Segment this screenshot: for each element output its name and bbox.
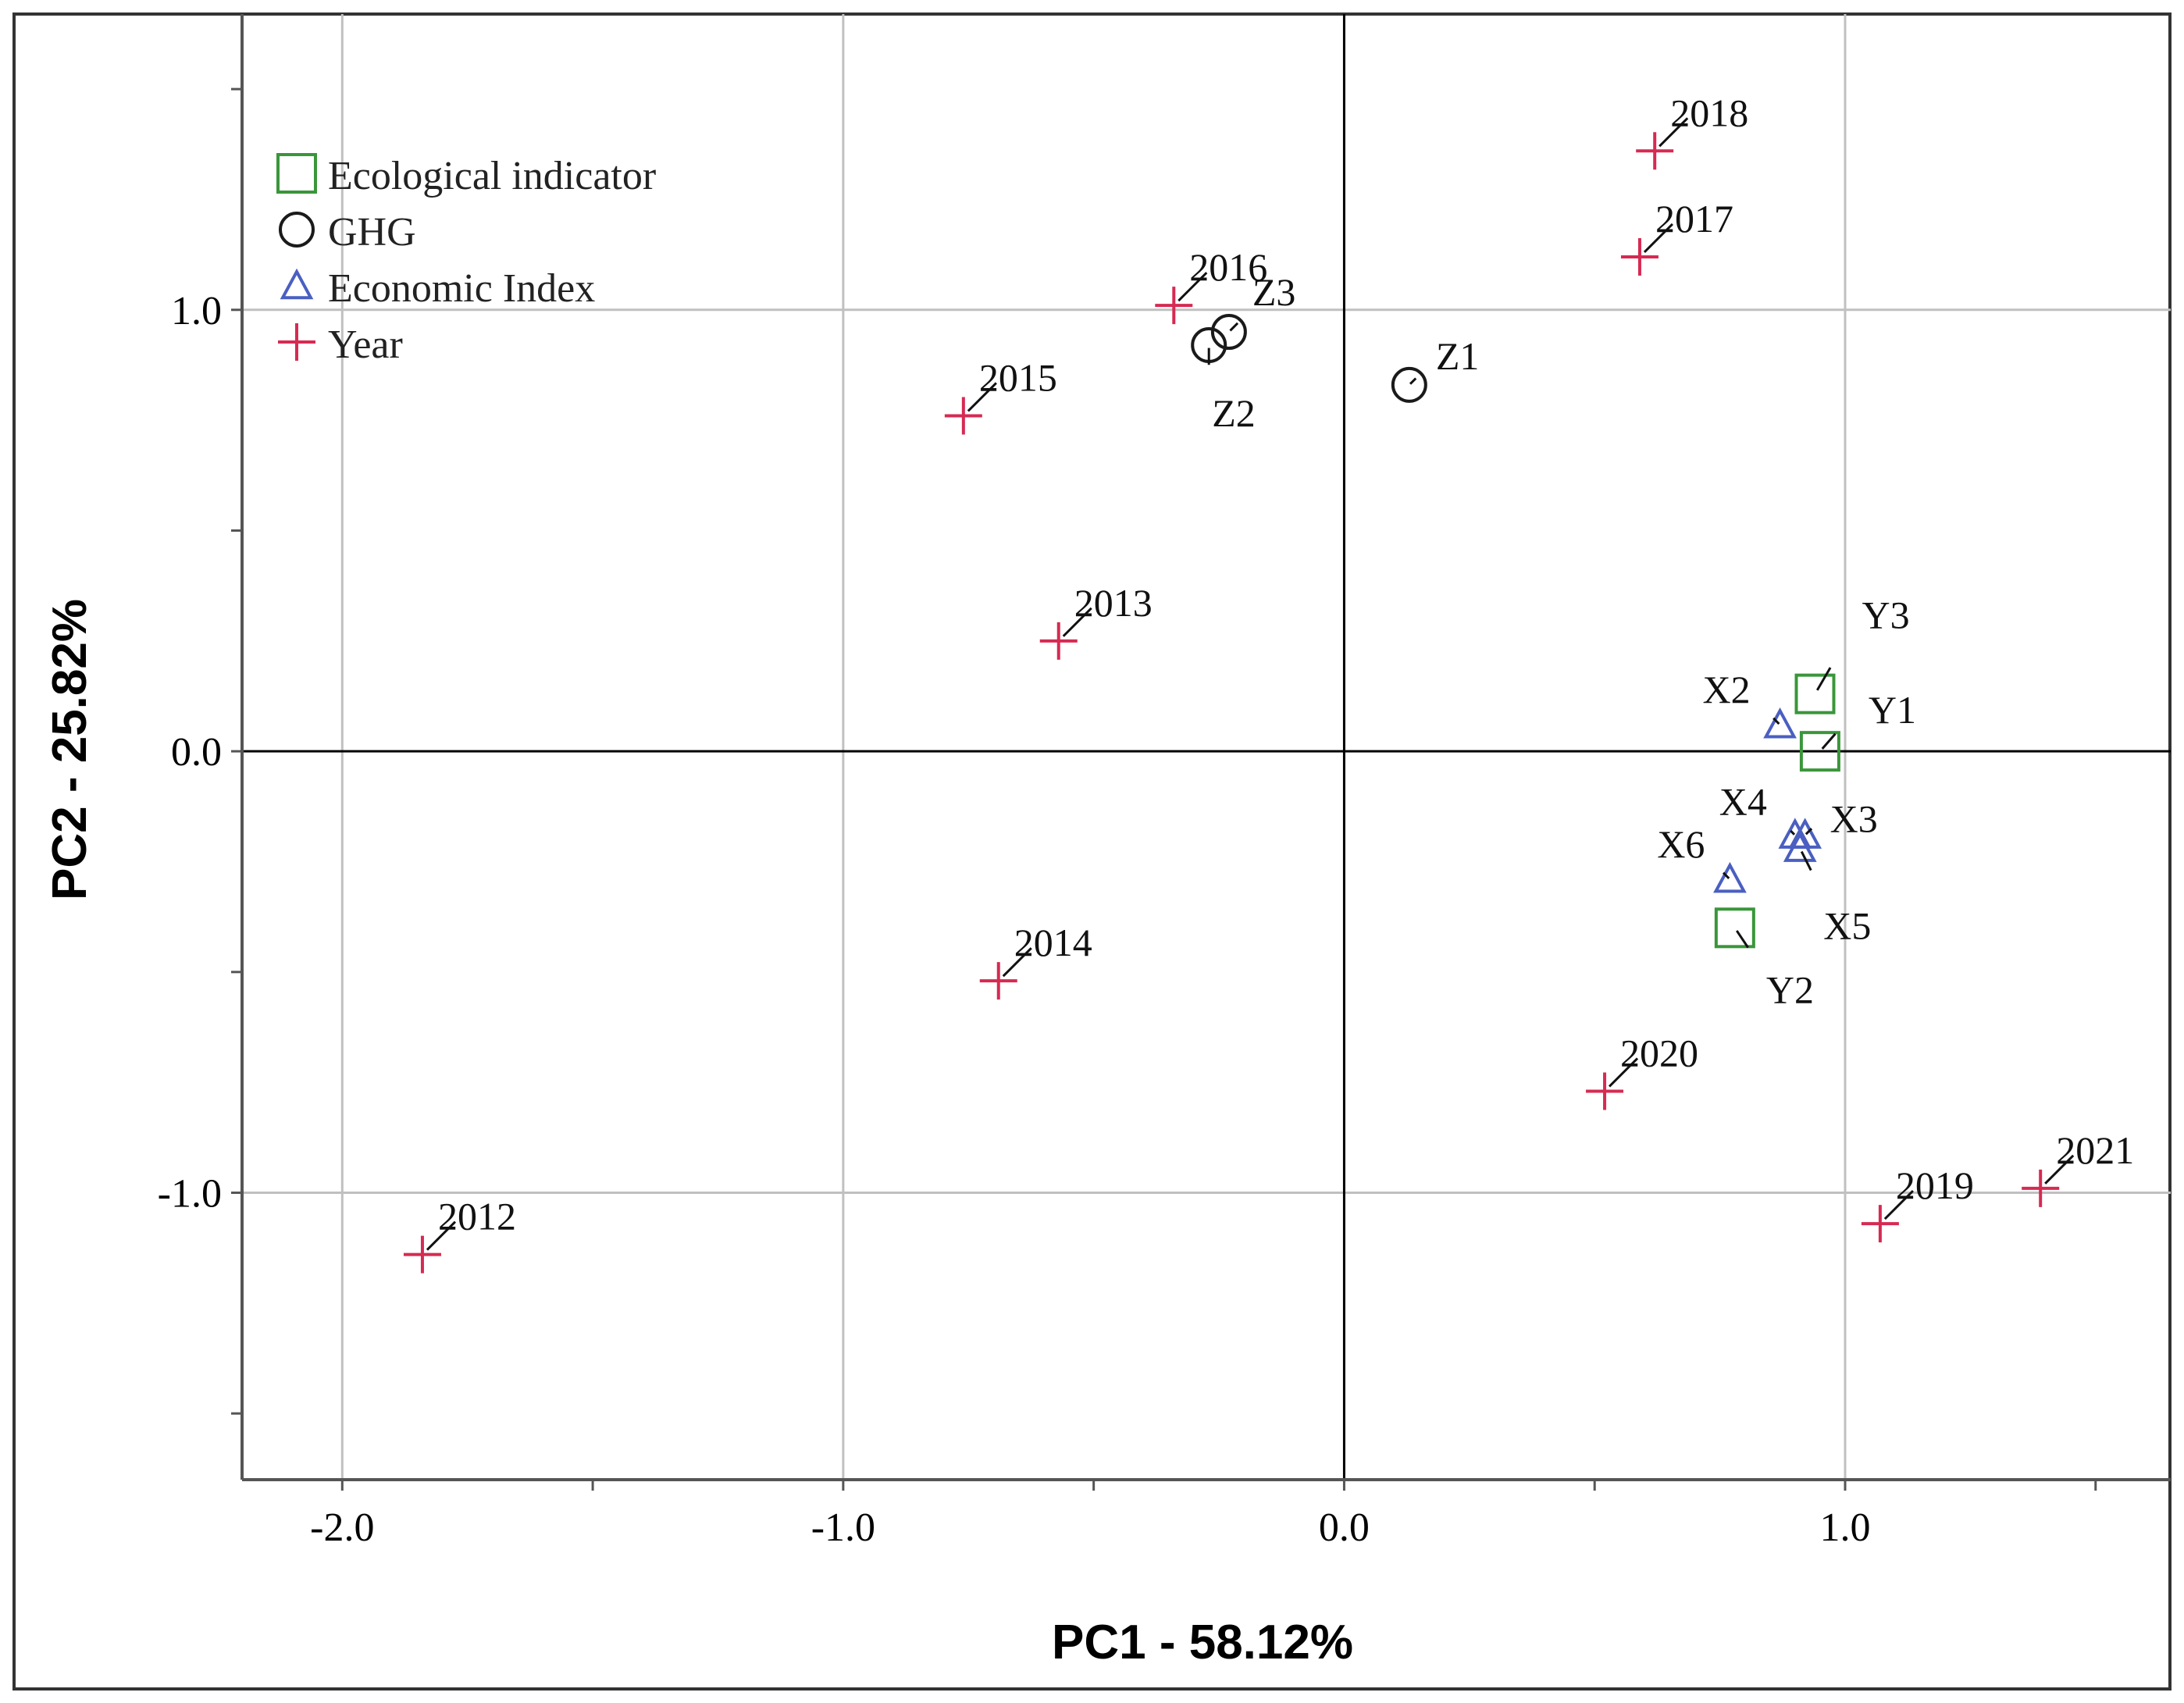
point-label: X6: [1657, 822, 1705, 866]
leader-line: [1658, 117, 1689, 148]
point-2013: [1039, 622, 1078, 660]
point-label: 2012: [438, 1195, 516, 1238]
x-tick-label: 1.0: [1819, 1505, 1870, 1550]
leader-line: [1062, 607, 1092, 637]
leader-line: [2044, 1154, 2075, 1185]
legend-marker-circle: [279, 212, 315, 248]
series-economic-index: X2 X4 X3 X5 X6: [1657, 668, 1877, 947]
grid-layer: [242, 14, 2171, 1480]
legend-label: Economic Index: [328, 266, 595, 311]
x-tick-label: -1.0: [811, 1505, 875, 1550]
y-tick-label: -1.0: [158, 1172, 222, 1217]
point-label: 2019: [1896, 1163, 1974, 1207]
leader-line: [1821, 732, 1837, 750]
legend-marker-plus: [278, 323, 315, 361]
point-label: Z1: [1436, 334, 1480, 378]
point-label: 2018: [1670, 91, 1748, 134]
point-z3: [1210, 314, 1247, 351]
point-2012: [403, 1235, 441, 1274]
x-axis-title: PC1 - 58.12%: [1052, 1616, 1353, 1669]
point-label: 2016: [1189, 245, 1267, 289]
point-label: Z2: [1212, 391, 1256, 435]
point-y3: [1794, 673, 1836, 714]
point-label: X4: [1719, 780, 1767, 824]
point-2019: [1861, 1205, 1899, 1243]
outer-frame: [12, 12, 2172, 1691]
point-2015: [944, 397, 982, 435]
point-label: 2021: [2056, 1128, 2134, 1172]
point-label: 2015: [979, 355, 1057, 399]
point-label: 2013: [1074, 581, 1153, 625]
point-2018: [1636, 132, 1674, 170]
point-x5: [1783, 831, 1817, 862]
leader-line: [1178, 272, 1208, 302]
point-2016: [1155, 287, 1193, 325]
leader-line: [1002, 947, 1032, 978]
leader-line: [1229, 322, 1239, 332]
x-tick-label: 0.0: [1319, 1505, 1370, 1550]
point-label: 2017: [1655, 197, 1733, 240]
series-ghg: Z1 Z3 Z2: [1191, 270, 1480, 435]
legend-label: Year: [328, 322, 403, 367]
leader-line: [1722, 871, 1730, 879]
point-label: Y1: [1869, 688, 1916, 732]
point-x3: [1788, 818, 1822, 849]
point-label: Z3: [1252, 270, 1296, 314]
leader-line: [1883, 1190, 1914, 1220]
y-tick-label: 1.0: [171, 289, 222, 333]
point-label: Y2: [1766, 967, 1814, 1011]
legend-marker-square: [276, 153, 317, 194]
leader-line: [967, 382, 997, 412]
point-y2: [1714, 907, 1755, 949]
point-2017: [1620, 237, 1658, 276]
legend-marker-triangle: [280, 268, 314, 300]
series-ecological-indicator: Y3 Y1 Y2: [1714, 593, 1916, 1011]
point-2020: [1586, 1072, 1624, 1110]
point-label: Y3: [1862, 593, 1909, 637]
axes-layer: -2.0 -1.0 0.0 1.0 -1.0 0.0 1.0: [158, 14, 2171, 1550]
leader-line: [1608, 1057, 1639, 1088]
leader-line: [426, 1220, 457, 1251]
point-x6: [1713, 861, 1747, 893]
leader-line: [1409, 377, 1417, 385]
point-label: X5: [1823, 904, 1871, 948]
leader-line: [1800, 850, 1812, 871]
leader-line: [1790, 829, 1796, 835]
legend: Ecological indicator GHG Economic Index Yea…: [276, 153, 656, 367]
point-z1: [1391, 366, 1427, 403]
legend-label: GHG: [328, 210, 416, 255]
leader-line: [1643, 223, 1674, 254]
leader-line: [1805, 828, 1813, 835]
point-label: X3: [1830, 797, 1878, 841]
leader-line: [1772, 717, 1780, 725]
series-year: 2012 2013 2014 2015 2016 2017 2018 2019 2020 2021: [403, 91, 2134, 1274]
y-tick-label: 0.0: [171, 730, 222, 775]
y-axis-title: PC2 - 25.82%: [43, 599, 97, 900]
point-y1: [1799, 731, 1840, 772]
x-tick-label: -2.0: [310, 1505, 374, 1550]
point-label: X2: [1702, 668, 1750, 711]
point-x2: [1763, 707, 1797, 739]
point-2021: [2022, 1169, 2060, 1207]
point-2014: [979, 962, 1017, 1000]
point-label: 2020: [1620, 1031, 1698, 1074]
leader-line: [1735, 930, 1749, 949]
legend-label: Ecological indicator: [328, 154, 656, 198]
leader-line: [1815, 667, 1832, 691]
point-label: 2014: [1014, 921, 1092, 964]
